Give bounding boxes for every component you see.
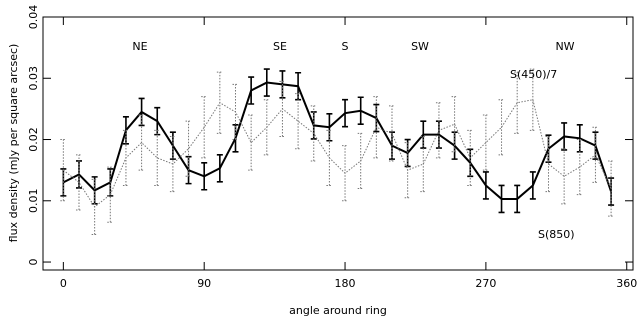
x-axis-label: angle around ring xyxy=(289,304,387,317)
series-label: S(450)/7 xyxy=(510,68,557,81)
series-line xyxy=(62,81,613,200)
error-bar xyxy=(482,114,489,171)
x-tick-label: 90 xyxy=(197,277,211,290)
y-tick-label: 0.04 xyxy=(27,5,40,30)
plot-frame xyxy=(42,16,634,271)
error-bar xyxy=(75,154,82,211)
x-tick-label: 360 xyxy=(616,277,637,290)
error-bar xyxy=(498,99,505,156)
error-bar xyxy=(154,129,161,186)
error-bar xyxy=(514,71,521,134)
error-bar xyxy=(451,96,458,153)
x-tick-label: 270 xyxy=(475,277,496,290)
error-bar xyxy=(576,139,583,196)
error-bar xyxy=(185,120,192,177)
error-bar xyxy=(138,114,145,171)
error-bar xyxy=(295,93,302,150)
y-tick-label: 0 xyxy=(27,259,40,266)
direction-label: SW xyxy=(411,40,429,53)
y-tick-label: 0.03 xyxy=(27,66,40,91)
error-bar xyxy=(248,114,255,171)
series-label: S(850) xyxy=(538,228,575,241)
error-bar xyxy=(529,68,536,131)
error-bar xyxy=(545,135,552,193)
x-tick-label: 180 xyxy=(335,277,356,290)
y-tick-label: 0.01 xyxy=(27,189,40,214)
direction-label: SE xyxy=(273,40,287,53)
error-bar xyxy=(201,96,208,159)
error-bar xyxy=(608,160,615,217)
direction-label: S xyxy=(342,40,349,53)
error-bar xyxy=(561,148,568,205)
y-tick-label: 0.02 xyxy=(27,127,40,152)
direction-label: NW xyxy=(555,40,574,53)
y-axis-label: flux density (mJy per square arcsec) xyxy=(7,44,20,243)
series-line xyxy=(63,99,612,208)
error-bar xyxy=(107,166,114,223)
x-tick-label: 0 xyxy=(60,277,67,290)
error-bar xyxy=(60,139,67,202)
direction-label: NE xyxy=(132,40,147,53)
error-bar xyxy=(420,135,427,193)
